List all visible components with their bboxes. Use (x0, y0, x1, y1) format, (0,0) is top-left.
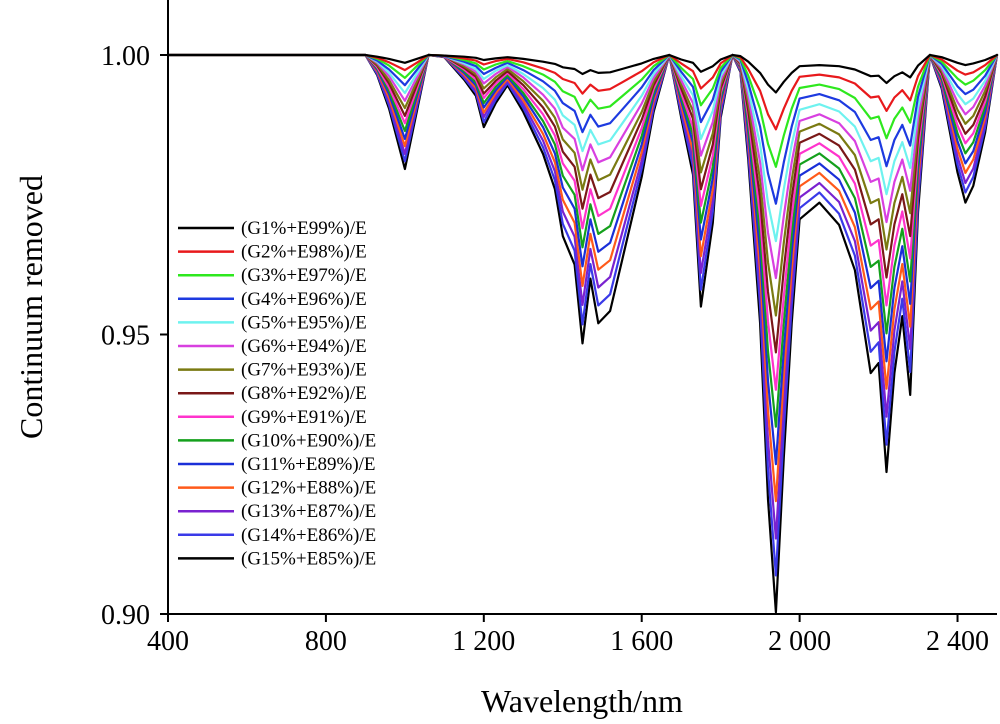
y-axis-title: Continuum removed (13, 175, 49, 439)
legend-label: (G5%+E95%)/E (241, 312, 367, 333)
legend-item: (G13%+E87%)/E (178, 501, 376, 522)
legend-item: (G2%+E98%)/E (178, 242, 367, 263)
legend-label: (G9%+E91%)/E (241, 407, 367, 428)
x-tick-label: 2 400 (926, 626, 989, 657)
legend-item: (G8%+E92%)/E (178, 383, 367, 404)
legend-label: (G10%+E90%)/E (241, 430, 376, 451)
series-layer (166, 53, 999, 614)
x-tick-label: 1 200 (452, 626, 515, 657)
series-line-2 (166, 53, 999, 131)
legend: (G1%+E99%)/E (G2%+E98%)/E(G3%+E97%)/E (G4%… (178, 218, 376, 569)
legend-label: (G1%+E99%)/E (241, 218, 367, 239)
legend-label: (G12%+E88%)/E (241, 478, 376, 499)
legend-label: (G11%+E89%)/E (241, 454, 376, 475)
legend-item: (G1%+E99%)/E (178, 218, 367, 239)
legend-label: (G6%+E94%)/E (241, 336, 367, 357)
legend-label: (G3%+E97%)/E (241, 265, 367, 286)
legend-item: (G14%+E86%)/E (178, 525, 376, 546)
series-line-6 (166, 53, 999, 280)
series-line-3 (166, 53, 999, 168)
series-line-7 (166, 53, 999, 317)
legend-item: (G4%+E96%)/E (178, 289, 367, 310)
legend-item: (G5%+E95%)/E (178, 312, 367, 333)
legend-label: (G7%+E93%)/E (241, 360, 367, 381)
series-line-4 (166, 53, 999, 205)
legend-label: (G14%+E86%)/E (241, 525, 376, 546)
legend-item: (G12%+E88%)/E (178, 478, 376, 499)
axes-layer (167, 0, 997, 615)
series-line-5 (166, 53, 999, 243)
legend-label: (G13%+E87%)/E (241, 501, 376, 522)
legend-item: (G6%+E94%)/E (178, 336, 367, 357)
legend-item: (G7%+E93%)/E (178, 360, 367, 381)
legend-item: (G15%+E85%)/E (178, 548, 376, 569)
y-tick-label: 1.00 (101, 41, 150, 72)
x-tick-label: 800 (305, 626, 347, 657)
legend-label: (G15%+E85%)/E (241, 548, 376, 569)
legend-item: (G11%+E89%)/E (178, 454, 376, 475)
x-tick-label: 2 000 (768, 626, 831, 657)
legend-label: (G2%+E98%)/E (241, 242, 367, 263)
x-axis-title: Wavelength/nm (481, 683, 683, 719)
legend-item: (G10%+E90%)/E (178, 430, 376, 451)
tick-layer: 400 800 1 200 1 600 2 000 2 400 0.90 0.95 1.00 (101, 41, 989, 657)
y-tick-label: 0.95 (101, 321, 150, 352)
legend-item: (G9%+E91%)/E (178, 407, 367, 428)
legend-label: (G4%+E96%)/E (241, 289, 367, 310)
series-line-1 (166, 53, 999, 94)
x-tick-label: 1 600 (610, 626, 673, 657)
y-tick-label: 0.90 (101, 600, 150, 631)
legend-item: (G3%+E97%)/E (178, 265, 367, 286)
x-tick-label: 400 (147, 626, 189, 657)
legend-label: (G8%+E92%)/E (241, 383, 367, 404)
